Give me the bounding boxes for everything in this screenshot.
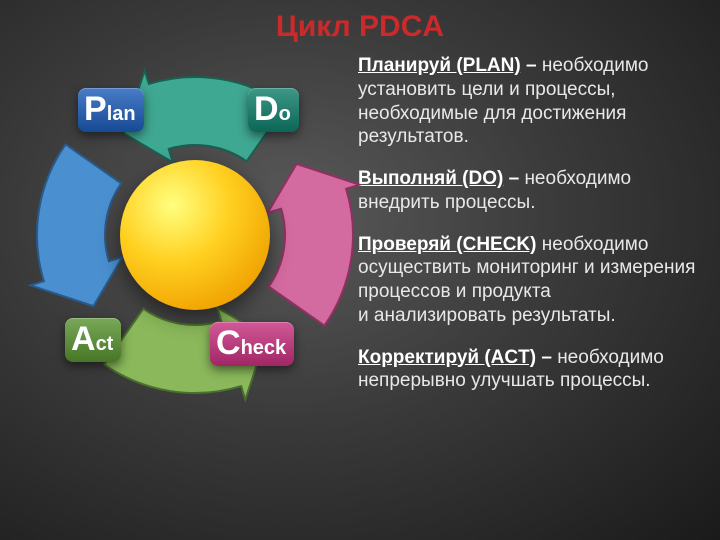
badge-plan-cap: P (84, 90, 107, 128)
badge-plan-rest: lan (107, 103, 136, 125)
term-check: Проверяй (CHECK) (358, 234, 536, 255)
badge-do-cap: D (254, 90, 279, 128)
desc-do: Выполняй (DO) – необходимо внедрить проц… (358, 167, 708, 215)
desc-plan: Планируй (PLAN) – необходимо установить … (358, 54, 708, 149)
arrow-check (268, 164, 360, 326)
badge-do: Do (248, 88, 299, 132)
page-title: Цикл PDCA (0, 10, 720, 44)
term-plan: Планируй (PLAN) (358, 55, 521, 76)
term-act: Корректируй (ACT) (358, 347, 536, 368)
badge-act-rest: ct (96, 333, 114, 355)
badge-act-cap: A (71, 320, 96, 358)
badge-check: Check (210, 322, 294, 366)
badge-check-rest: heck (241, 337, 287, 359)
badge-plan: Plan (78, 88, 144, 132)
desc-act: Корректируй (ACT) – необходимо непрерывн… (358, 346, 708, 394)
pdca-diagram: Plan Do Check Act (10, 40, 370, 400)
badge-check-cap: C (216, 324, 241, 362)
dash-act: – (536, 347, 557, 368)
desc-check: Проверяй (CHECK) необходимо осуществить … (358, 233, 708, 328)
badge-do-rest: o (279, 103, 291, 125)
dash-do: – (503, 168, 524, 189)
descriptions: Планируй (PLAN) – необходимо установить … (358, 54, 708, 411)
body-check-2: и анализировать результаты. (358, 305, 616, 326)
badge-act: Act (65, 318, 121, 362)
center-sphere (120, 160, 270, 310)
dash-plan: – (521, 55, 542, 76)
arrow-plan (31, 144, 123, 306)
